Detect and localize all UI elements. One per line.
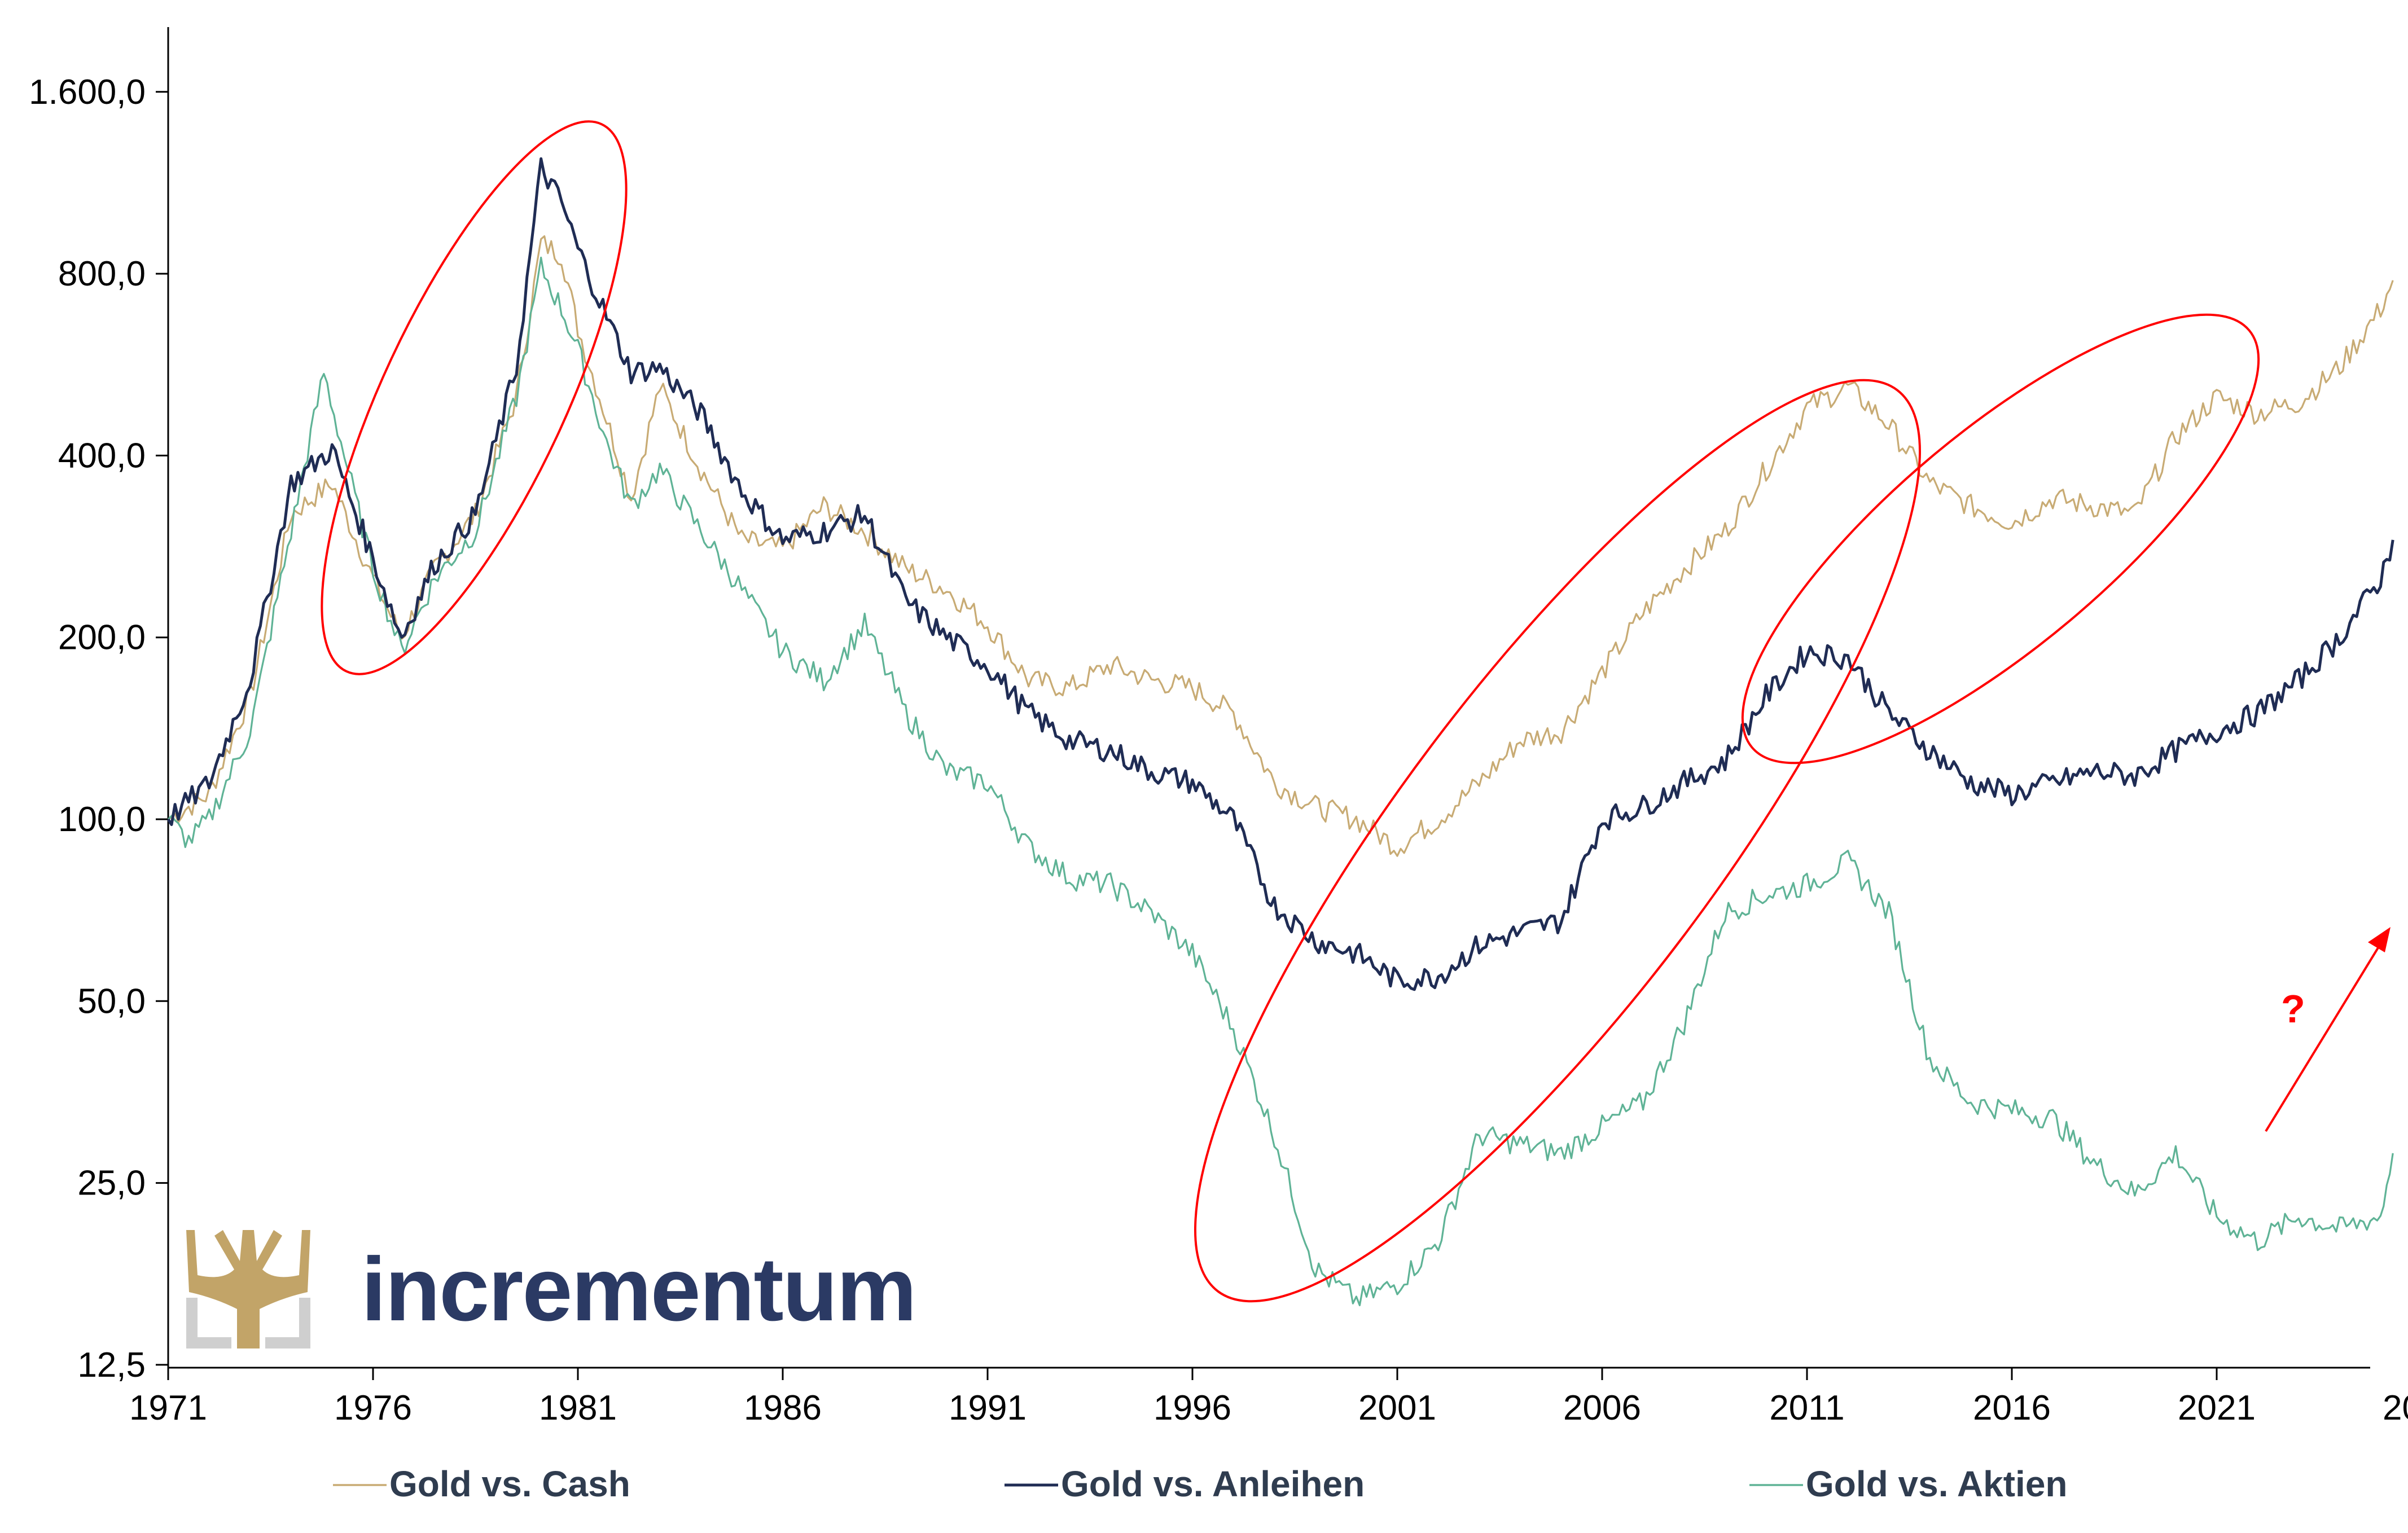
x-tick-label: 2026: [2383, 1389, 2408, 1427]
legend-label-cash: Gold vs. Cash: [389, 1464, 630, 1504]
series-group: [166, 157, 2394, 1307]
legend: Gold vs. Cash Gold vs. Anleihen Gold vs. A…: [333, 1464, 2068, 1504]
x-axis-ticks: 1971 1976 1981 1986 1991 1996 2001 2006 2011 2016…: [129, 1368, 2408, 1427]
x-tick-label: 2016: [1973, 1389, 2051, 1427]
y-tick-label: 400,0: [58, 436, 146, 475]
tree-icon: [186, 1230, 310, 1348]
annotation-arrow-head: [2368, 927, 2391, 952]
series-line-bonds: [166, 157, 2394, 991]
logo-wordmark: incrementum: [361, 1238, 916, 1339]
x-tick-label: 1996: [1153, 1389, 1231, 1427]
y-tick-label: 100,0: [58, 800, 146, 839]
y-tick-label: 800,0: [58, 254, 146, 293]
y-tick-label: 12,5: [77, 1346, 146, 1385]
legend-label-bonds: Gold vs. Anleihen: [1061, 1464, 1365, 1504]
x-tick-label: 2021: [2178, 1389, 2256, 1427]
y-tick-label: 1.600,0: [29, 73, 146, 112]
x-tick-label: 1981: [539, 1389, 617, 1427]
y-tick-label: 200,0: [58, 618, 146, 657]
y-axis-ticks: 1.600,0 800,0 400,0 200,0 100,0 50,0 25,0 12,5: [29, 73, 168, 1385]
y-tick-label: 50,0: [77, 982, 146, 1021]
x-tick-label: 2011: [1769, 1389, 1844, 1427]
annotation-ellipse-2020s: [1741, 313, 2260, 765]
annotation-ellipse-1970s: [321, 120, 628, 675]
series-line-stocks: [167, 256, 2394, 1307]
incrementum-logo: incrementum: [186, 1230, 917, 1348]
x-tick-label: 1991: [949, 1389, 1027, 1427]
x-tick-label: 1971: [129, 1389, 207, 1427]
legend-label-stocks: Gold vs. Aktien: [1806, 1464, 2068, 1504]
y-tick-label: 25,0: [77, 1164, 146, 1203]
annotation-question-mark: ?: [2281, 987, 2305, 1031]
annotation-group: [321, 120, 2391, 1303]
x-tick-label: 1986: [744, 1389, 822, 1427]
annotation-ellipse-2000s: [1194, 379, 1922, 1303]
x-tick-label: 2006: [1563, 1389, 1641, 1427]
series-line-cash: [168, 235, 2394, 857]
x-tick-label: 2001: [1358, 1389, 1436, 1427]
x-tick-label: 1976: [334, 1389, 412, 1427]
annotation-arrow-line: [2265, 941, 2383, 1132]
